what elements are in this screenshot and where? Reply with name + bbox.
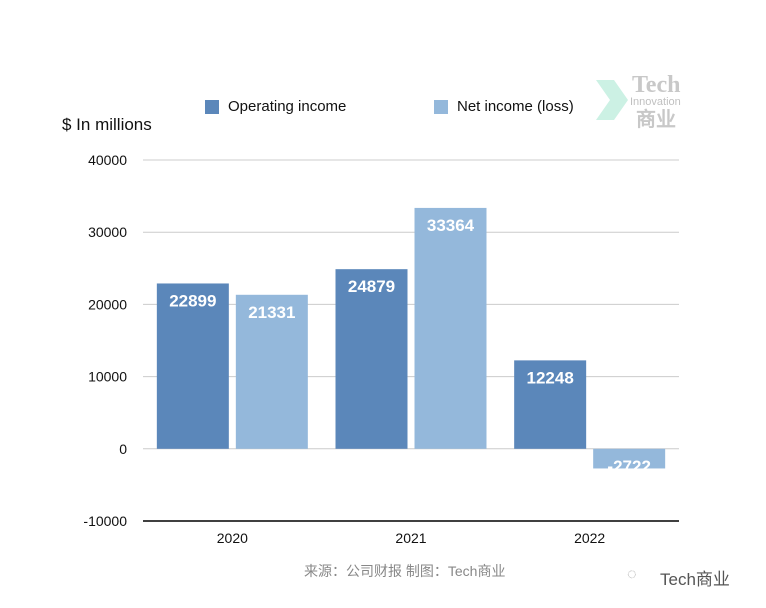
y-tick-label: 40000 <box>88 152 127 168</box>
data-label: 22899 <box>169 291 216 310</box>
legend-swatch <box>434 99 448 114</box>
bar-operating-income-2020 <box>156 283 229 449</box>
y-tick-label: 20000 <box>88 296 127 312</box>
bar-operating-income-2022 <box>514 360 587 449</box>
logo: Tech Innovation 商业 <box>596 72 681 131</box>
data-label: 21331 <box>248 303 295 322</box>
svg-text:商业: 商业 <box>636 107 676 131</box>
source-note: 来源：公司财报 制图：Tech商业 <box>304 563 506 579</box>
y-tick-label: -10000 <box>83 513 127 529</box>
y-tick-label: 10000 <box>88 369 127 385</box>
watermark-text: Tech商业 <box>660 570 730 589</box>
y-tick-label: 30000 <box>88 224 127 240</box>
wechat-icon: ◌ <box>627 566 637 583</box>
svg-text:Innovation: Innovation <box>630 96 681 108</box>
legend-item-net-income: Net income (loss) <box>434 98 574 115</box>
data-label: 24879 <box>348 277 395 296</box>
data-label: 33364 <box>427 216 475 235</box>
y-tick-label: 0 <box>119 441 127 457</box>
x-tick-label: 2022 <box>574 530 605 546</box>
bar-operating-income-2021 <box>335 269 408 449</box>
bar-net-income-loss--2022 <box>593 448 666 469</box>
x-tick-label: 2020 <box>217 530 248 546</box>
bar-net-income-loss--2020 <box>235 294 308 449</box>
legend-label: Net income (loss) <box>457 98 574 115</box>
data-label: -2722 <box>607 457 650 476</box>
legend-label: Operating income <box>228 98 347 115</box>
legend-swatch <box>205 99 219 114</box>
y-axis-label: $ In millions <box>62 115 152 134</box>
legend-item-operating-income: Operating income <box>205 98 346 115</box>
x-tick-label: 2021 <box>395 530 426 546</box>
svg-text:Tech: Tech <box>632 72 680 98</box>
data-label: 12248 <box>527 368 574 387</box>
bar-net-income-loss--2021 <box>414 207 487 449</box>
